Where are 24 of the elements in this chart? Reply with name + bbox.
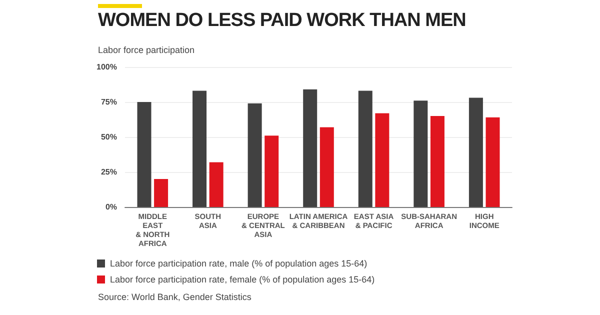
y-tick-label: 0% <box>105 202 117 212</box>
y-tick-label: 50% <box>100 132 117 142</box>
bar <box>430 116 444 207</box>
bar <box>209 162 224 207</box>
bar <box>303 89 318 207</box>
bar <box>486 117 500 207</box>
bar <box>264 136 279 207</box>
source-note: Source: World Bank, Gender Statistics <box>98 292 252 302</box>
y-tick-label: 25% <box>100 168 117 176</box>
bar <box>192 90 207 207</box>
y-tick-label: 75% <box>100 98 117 106</box>
bar <box>375 113 390 207</box>
chart-title: WOMEN DO LESS PAID WORK THAN MEN <box>98 10 466 32</box>
bar <box>248 103 262 207</box>
bar <box>137 102 152 207</box>
y-axis-title: Labor force participation <box>98 45 195 55</box>
legend-label: Labor force participation rate, female (% of population ages 15-64) <box>110 274 375 284</box>
bar <box>154 179 168 207</box>
bar <box>468 98 483 207</box>
bar <box>414 100 428 207</box>
bar <box>320 127 334 207</box>
y-tick-label: 100% <box>96 62 117 72</box>
legend-label: Labor force participation rate, male (% of population ages 15-64) <box>110 258 368 268</box>
bar <box>358 90 372 207</box>
